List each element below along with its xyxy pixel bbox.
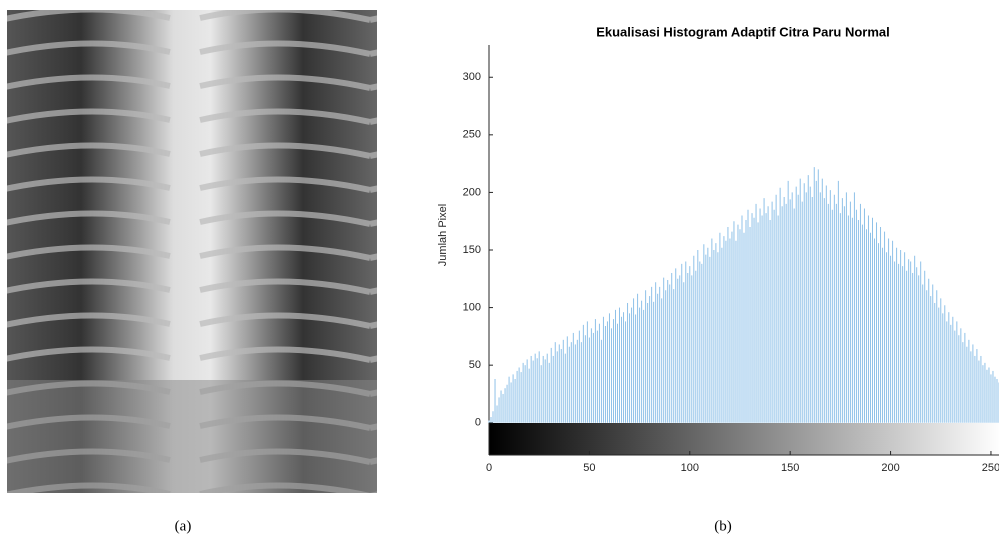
x-tick-label: 150 bbox=[781, 462, 799, 474]
y-tick-label: 300 bbox=[463, 71, 481, 83]
y-tick-label: 0 bbox=[475, 417, 481, 429]
y-tick-label: 250 bbox=[463, 129, 481, 141]
gray-colorbar bbox=[489, 423, 999, 455]
y-tick-label: 100 bbox=[463, 301, 481, 313]
panel-label: (a) bbox=[175, 518, 192, 534]
y-tick-label: 200 bbox=[463, 186, 481, 198]
x-tick-label: 50 bbox=[583, 462, 595, 474]
x-tick-label: 100 bbox=[681, 462, 699, 474]
y-tick-label: 50 bbox=[469, 359, 481, 371]
x-tick-label: 0 bbox=[486, 462, 492, 474]
x-tick-label: 200 bbox=[881, 462, 899, 474]
x-tick-label: 250 bbox=[982, 462, 999, 474]
panel-label: (b) bbox=[714, 518, 732, 534]
chart-title: Ekualisasi Histogram Adaptif Citra Paru … bbox=[596, 24, 890, 39]
xray-image bbox=[7, 10, 377, 493]
y-axis-label: Jumlah Pixel bbox=[437, 204, 449, 266]
y-tick-label: 150 bbox=[463, 244, 481, 256]
